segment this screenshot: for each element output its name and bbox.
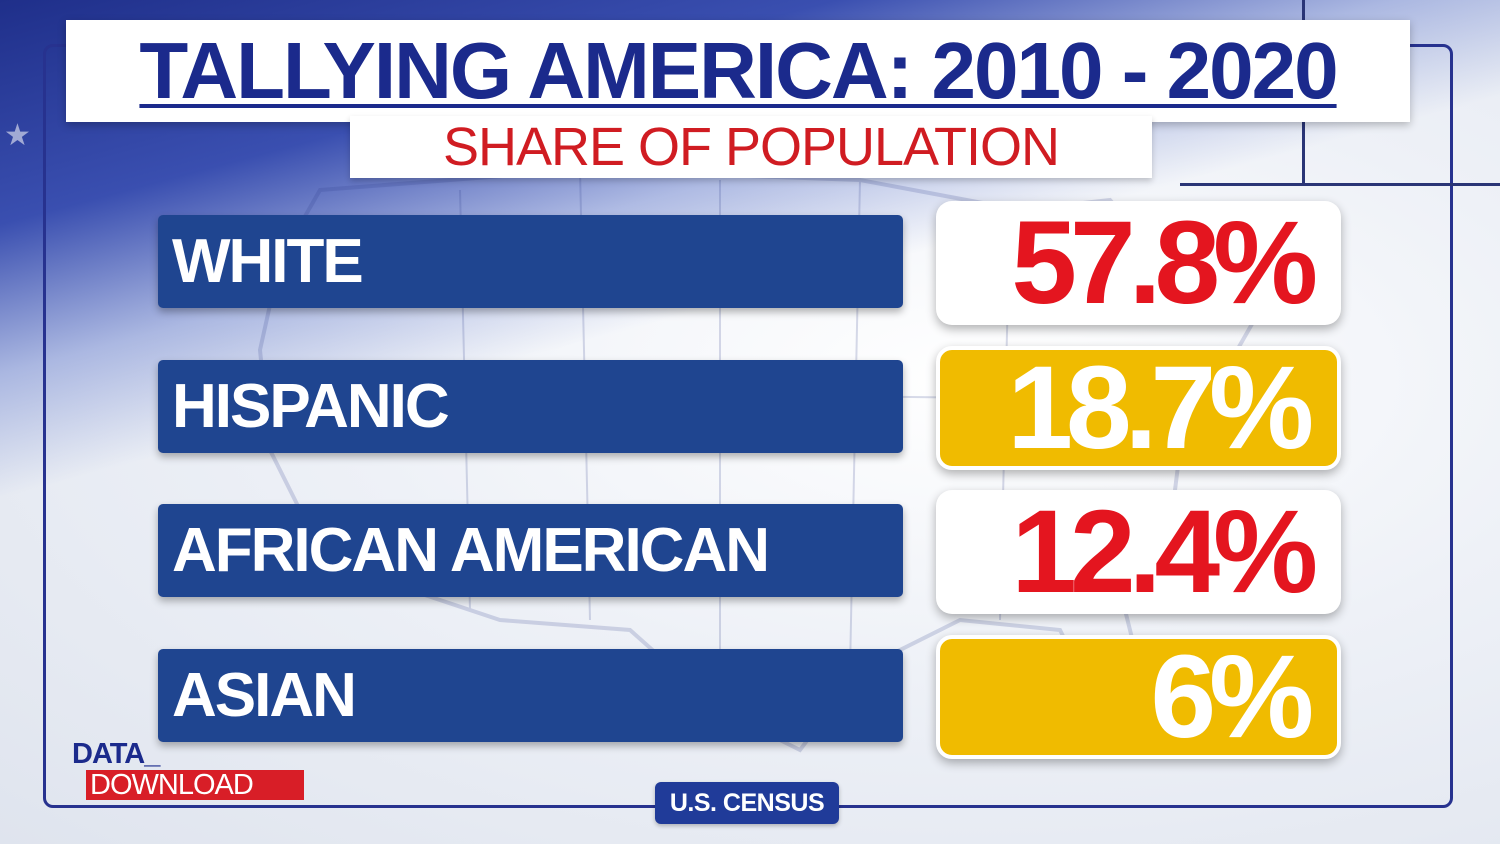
category-label-bar: HISPANIC <box>158 360 903 453</box>
value-label: 57.8% <box>1011 201 1318 325</box>
logo-data: DATA_ <box>72 738 160 770</box>
category-label: WHITE <box>172 227 364 296</box>
value-box: 18.7% <box>936 346 1341 470</box>
logo-download: DOWNLOAD <box>86 768 304 801</box>
category-label: ASIAN <box>172 661 357 730</box>
source-badge: U.S. CENSUS <box>655 782 839 824</box>
value-label: 18.7% <box>1007 346 1314 470</box>
value-box: 6% <box>936 635 1341 759</box>
logo-download-text: DOWNLOAD <box>90 768 254 801</box>
value-label: 6% <box>1150 635 1314 759</box>
value-box: 12.4% <box>936 490 1341 614</box>
page-title: TALLYING AMERICA: 2010 - 2020 <box>139 26 1338 115</box>
page-subtitle: SHARE OF POPULATION <box>442 117 1060 177</box>
category-label: HISPANIC <box>172 372 450 441</box>
category-label-bar: AFRICAN AMERICAN <box>158 504 903 597</box>
value-box: 57.8% <box>936 201 1341 325</box>
category-label-bar: WHITE <box>158 215 903 308</box>
star-icon: ★ <box>4 119 31 152</box>
category-label: AFRICAN AMERICAN <box>172 516 770 585</box>
value-label: 12.4% <box>1011 490 1318 614</box>
category-label-bar: ASIAN <box>158 649 903 742</box>
crosshair-line-horizontal <box>1180 183 1500 186</box>
subtitle-banner: SHARE OF POPULATION <box>350 116 1152 178</box>
source-text: U.S. CENSUS <box>669 788 825 817</box>
title-banner: TALLYING AMERICA: 2010 - 2020 <box>66 20 1410 122</box>
